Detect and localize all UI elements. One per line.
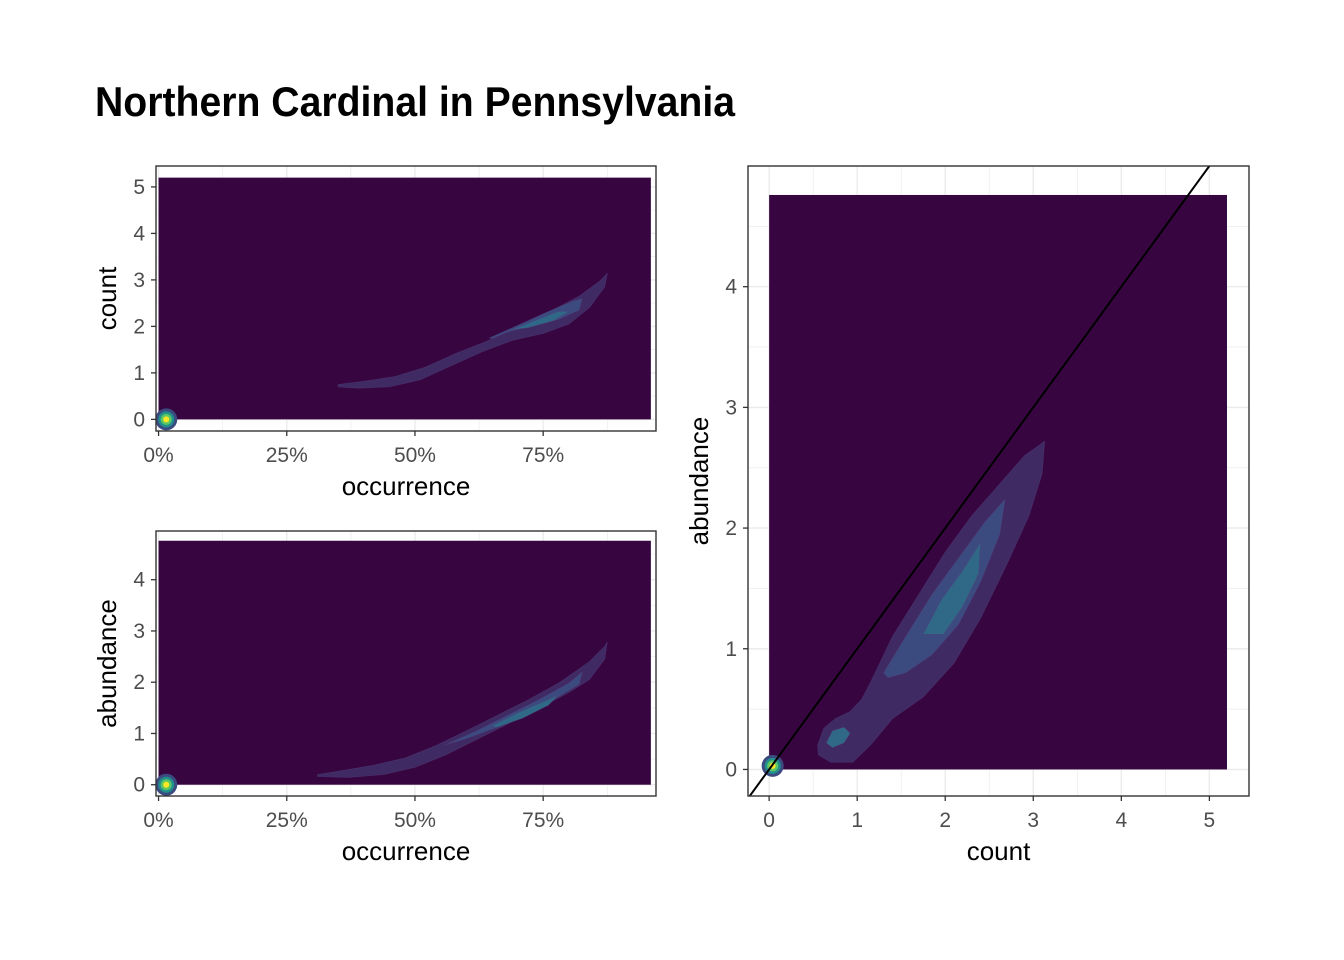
y-axis-title: abundance	[92, 599, 122, 728]
y-tick-label: 2	[725, 517, 737, 540]
x-tick-label: 25%	[266, 809, 308, 832]
x-tick-label: 1	[851, 809, 863, 832]
density-fill	[769, 194, 1227, 770]
density-contour-level-2	[488, 298, 583, 339]
panel-border	[155, 165, 657, 432]
density-contour-level-1	[337, 272, 608, 389]
y-tick-label: 3	[133, 269, 145, 292]
y-axis-title: abundance	[684, 417, 714, 546]
x-tick-label: 50%	[394, 809, 436, 832]
y-tick-label: 5	[133, 176, 145, 199]
y-tick-label: 2	[133, 671, 145, 694]
panel-plot-area	[156, 531, 656, 796]
y-tick-label: 3	[133, 620, 145, 643]
identity-line	[748, 166, 1211, 796]
density-contour-level-2	[883, 498, 1006, 679]
y-tick-label: 0	[133, 408, 145, 431]
y-tick-label: 4	[133, 222, 145, 245]
density-contour-level-3	[512, 311, 570, 330]
panel-right: 0 1 2 3 4 5 0 1 2 3 4 count abundance	[684, 165, 1250, 866]
figure-title: Northern Cardinal in Pennsylvania	[95, 78, 736, 125]
panel-bottom-left: 0% 25% 50% 75% 0 1 2 3 4 occurrence abundance	[92, 530, 657, 866]
panel-border	[155, 530, 657, 797]
x-tick-label: 50%	[394, 444, 436, 467]
y-tick-label: 1	[725, 638, 737, 661]
density-contour-level-3	[922, 541, 981, 635]
x-axis-title: occurrence	[342, 836, 471, 866]
panel-plot-area	[748, 166, 1249, 796]
density-contour-level-1	[317, 642, 608, 778]
x-tick-label: 0	[763, 809, 775, 832]
density-contour-level-3	[826, 726, 851, 749]
x-tick-label: 5	[1204, 809, 1216, 832]
y-tick-label: 0	[725, 758, 737, 781]
density-hotspot-core	[163, 416, 170, 423]
x-tick-label: 75%	[522, 809, 564, 832]
panel-top-left: 0% 25% 50% 75% 0 1 2 3 4 5 occurrence count	[92, 165, 657, 501]
density-contour-level-2	[445, 671, 583, 745]
y-axis-title: count	[92, 266, 122, 330]
density-fill	[158, 540, 651, 785]
x-tick-label: 0%	[143, 444, 173, 467]
y-tick-label: 4	[725, 276, 737, 299]
y-tick-label: 1	[133, 362, 145, 385]
y-tick-label: 2	[133, 315, 145, 338]
x-tick-label: 0%	[143, 809, 173, 832]
density-contour-level-3	[491, 694, 559, 728]
density-hotspot-core	[163, 781, 170, 788]
y-tick-label: 0	[133, 774, 145, 797]
x-tick-label: 3	[1027, 809, 1039, 832]
x-axis-title: count	[967, 836, 1031, 866]
panel-plot-area	[156, 166, 656, 431]
y-tick-label: 3	[725, 396, 737, 419]
x-tick-label: 25%	[266, 444, 308, 467]
x-tick-label: 4	[1115, 809, 1127, 832]
y-tick-label: 1	[133, 722, 145, 745]
x-tick-label: 2	[939, 809, 951, 832]
y-tick-label: 4	[133, 569, 145, 592]
x-axis-title: occurrence	[342, 471, 471, 501]
panel-border	[747, 165, 1250, 797]
x-tick-label: 75%	[522, 444, 564, 467]
